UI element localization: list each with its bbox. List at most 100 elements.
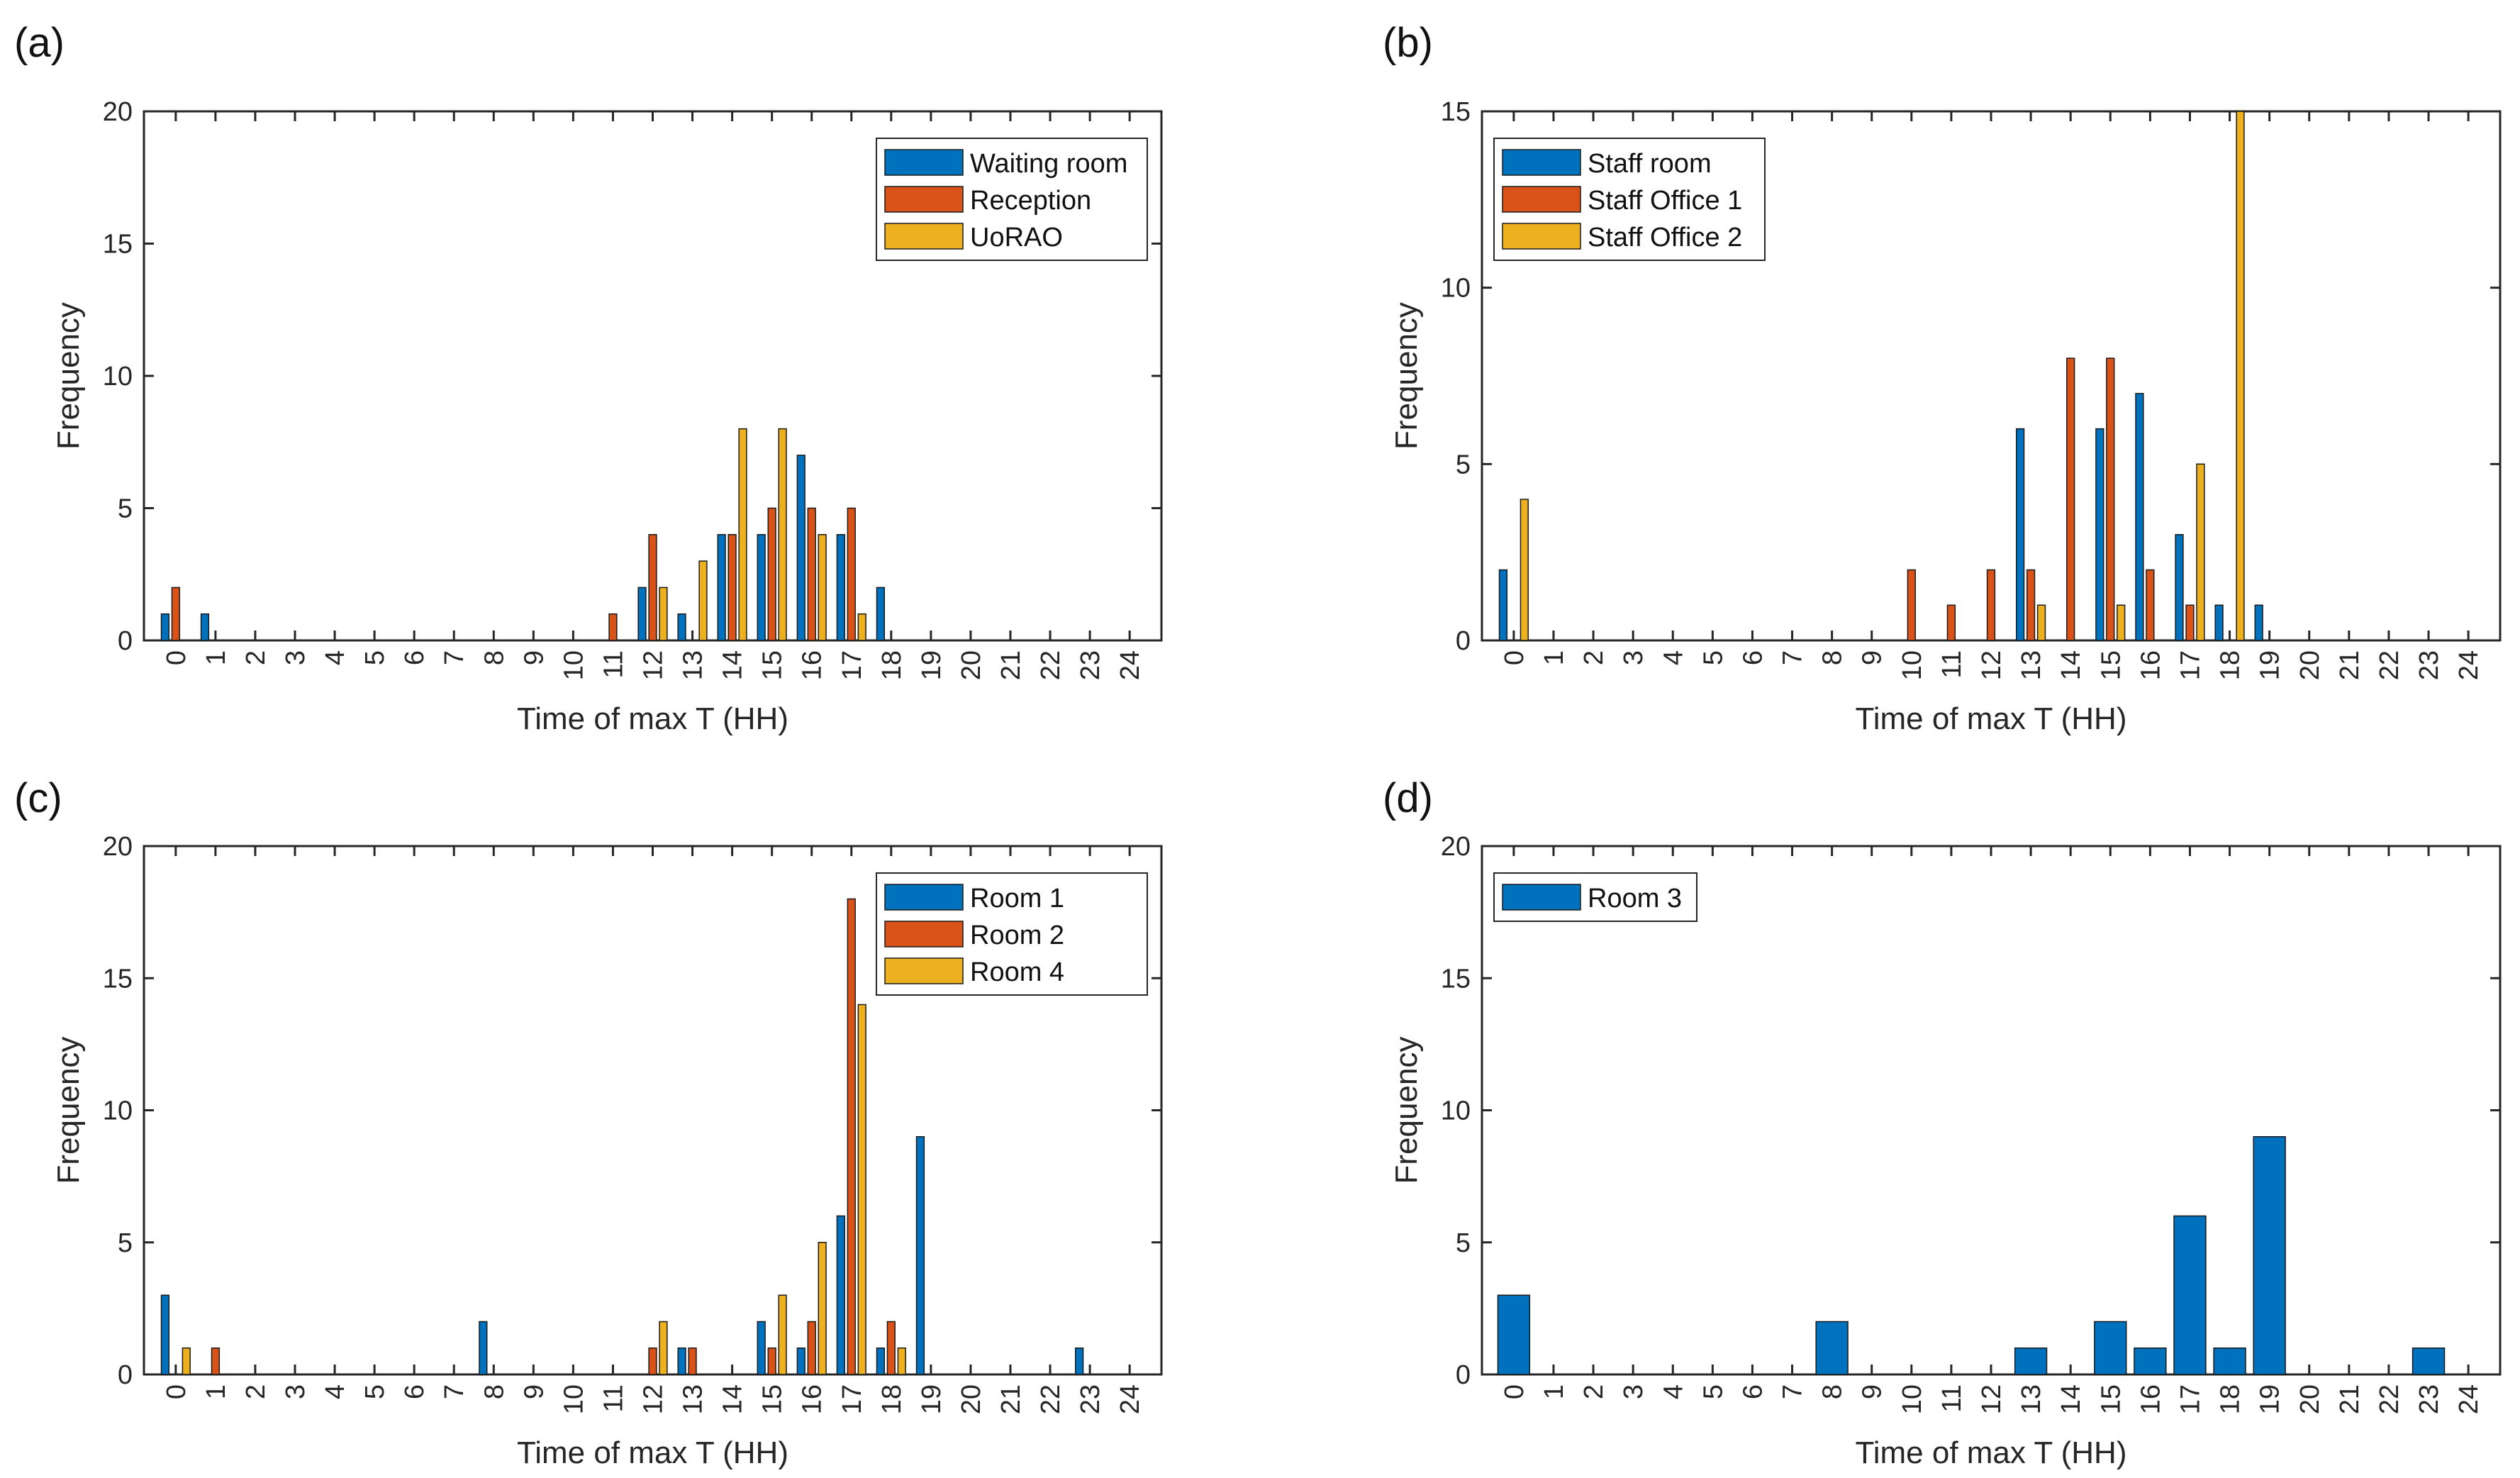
bar <box>608 613 618 641</box>
y-axis-label: Frequency <box>1389 302 1424 450</box>
y-tick-label: 5 <box>1456 450 1471 479</box>
x-tick-label: 24 <box>2454 1384 2484 1414</box>
bar <box>648 534 657 641</box>
x-tick-label: 22 <box>1036 650 1066 680</box>
y-tick-label: 10 <box>1441 274 1471 304</box>
legend-entry: Room 1 <box>970 884 1064 913</box>
x-tick-label: 10 <box>559 650 589 680</box>
x-tick-label: 17 <box>837 1384 867 1414</box>
x-tick-label: 7 <box>440 1384 469 1399</box>
x-tick-label: 3 <box>281 650 311 665</box>
x-tick-label: 23 <box>1076 650 1105 680</box>
x-tick-label: 10 <box>1897 1384 1927 1414</box>
bar <box>2026 569 2036 641</box>
bar <box>2095 428 2104 641</box>
x-tick-label: 12 <box>639 1384 669 1414</box>
bar <box>2253 1136 2286 1375</box>
bar <box>479 1321 488 1375</box>
bar <box>637 587 647 641</box>
bar <box>2014 1348 2048 1375</box>
bar <box>807 1321 816 1375</box>
bar <box>778 1294 787 1375</box>
y-tick-label: 10 <box>103 1096 133 1126</box>
bar <box>778 428 787 641</box>
y-axis-label: Frequency <box>1389 1037 1424 1184</box>
x-tick-label: 14 <box>2056 650 2086 680</box>
x-tick-label: 19 <box>2256 1384 2285 1414</box>
legend-entry: Room 4 <box>970 957 1064 987</box>
bar <box>160 1294 170 1375</box>
x-tick-label: 18 <box>2216 1384 2246 1414</box>
x-tick-label: 11 <box>598 650 628 678</box>
bar <box>2175 534 2184 641</box>
panel-label-d: (d) <box>1383 775 1433 821</box>
x-tick-label: 8 <box>1818 1384 1848 1399</box>
legend-entry: Staff Office 2 <box>1588 223 1742 252</box>
x-tick-label: 16 <box>2136 650 2165 680</box>
bar <box>2135 393 2144 641</box>
x-tick-label: 1 <box>201 1384 231 1399</box>
y-tick-label: 5 <box>118 494 133 524</box>
x-tick-label: 7 <box>1778 650 1808 665</box>
bar <box>1907 569 1916 641</box>
bar <box>818 1242 827 1375</box>
x-tick-label: 1 <box>1539 1384 1569 1399</box>
bar <box>796 455 805 641</box>
x-tick-label: 4 <box>1658 650 1688 665</box>
bar <box>659 1321 668 1375</box>
x-tick-label: 24 <box>2454 650 2484 680</box>
bar <box>796 1348 805 1375</box>
y-axis-label: Frequency <box>51 302 86 450</box>
bar <box>2214 604 2224 641</box>
legend: Waiting room Reception UoRAO <box>876 138 1148 261</box>
bar <box>2016 428 2025 641</box>
x-tick-label: 7 <box>1778 1384 1808 1399</box>
x-tick-label: 8 <box>479 1384 509 1399</box>
legend-swatch <box>884 884 964 911</box>
y-tick-label: 10 <box>1441 1096 1471 1126</box>
x-tick-label: 0 <box>162 1384 191 1399</box>
bar <box>677 1348 686 1375</box>
x-tick-label: 19 <box>917 1384 947 1414</box>
bar <box>2185 604 2195 641</box>
y-tick-label: 15 <box>1441 964 1471 994</box>
x-tick-label: 12 <box>1977 650 2007 680</box>
bar <box>876 587 886 641</box>
y-tick-label: 20 <box>103 97 133 127</box>
x-tick-label: 12 <box>1977 1384 2007 1414</box>
bar <box>1946 604 1956 641</box>
bar <box>2094 1321 2127 1375</box>
bar <box>767 1348 776 1375</box>
x-tick-label: 9 <box>1858 650 1888 665</box>
legend-entry: Staff room <box>1588 149 1712 179</box>
x-tick-label: 7 <box>440 650 469 665</box>
x-tick-label: 18 <box>877 650 907 680</box>
bar <box>171 587 180 641</box>
bar <box>2173 1215 2207 1375</box>
legend-swatch <box>1502 223 1581 250</box>
x-tick-label: 16 <box>798 650 827 680</box>
x-tick-label: 22 <box>2375 1384 2404 1414</box>
bar <box>818 534 827 641</box>
legend-entry: Waiting room <box>970 149 1127 179</box>
legend-swatch <box>1502 884 1581 911</box>
x-tick-label: 17 <box>2175 650 2205 680</box>
x-tick-label: 4 <box>1658 1384 1688 1399</box>
bar <box>2106 357 2115 641</box>
legend-entry: Staff Office 1 <box>1588 186 1742 216</box>
x-tick-label: 5 <box>1698 650 1728 665</box>
x-tick-label: 13 <box>679 650 708 680</box>
x-tick-label: 3 <box>281 1384 311 1399</box>
x-tick-label: 13 <box>2017 650 2046 680</box>
x-tick-label: 0 <box>1500 650 1529 665</box>
x-tick-label: 22 <box>1036 1384 1066 1414</box>
y-tick-label: 0 <box>118 626 133 656</box>
bar <box>836 1215 845 1375</box>
y-tick-label: 15 <box>103 964 133 994</box>
bar <box>1815 1321 1849 1375</box>
x-tick-label: 9 <box>519 1384 549 1399</box>
y-tick-label: 0 <box>118 1360 133 1390</box>
x-tick-label: 2 <box>241 1384 271 1399</box>
x-tick-label: 5 <box>1698 1384 1728 1399</box>
bar <box>807 507 816 641</box>
